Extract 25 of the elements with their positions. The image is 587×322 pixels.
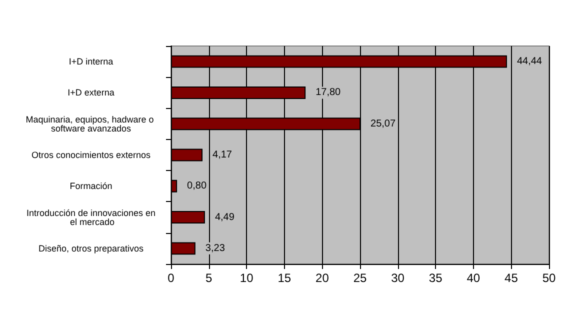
x-tick-label: 15 <box>278 271 292 285</box>
x-tick-label: 20 <box>316 271 330 285</box>
x-tick-label: 50 <box>542 271 556 285</box>
y-tick-label: Introducción de innovaciones en el mercado <box>26 208 156 227</box>
data-label: 44,44 <box>516 56 542 68</box>
y-tick-label: Otros conocimientos externos <box>31 150 152 160</box>
data-label: 17,80 <box>316 87 342 98</box>
y-tick-label: Diseño, otros preparativos <box>38 243 144 254</box>
x-tick-label: 10 <box>240 271 254 285</box>
data-label: 4,49 <box>214 212 235 223</box>
data-label: 4,17 <box>212 150 232 160</box>
y-tick-label: Maquinaria, equipos, hadware o software avanzados <box>26 114 156 134</box>
x-tick-label: 45 <box>504 271 518 285</box>
x-tick-label: 0 <box>168 271 175 285</box>
y-tick-label: I+D interna <box>68 56 114 67</box>
data-label: 0,80 <box>187 180 207 192</box>
x-tick-label: 35 <box>428 271 443 285</box>
x-tick-label: 5 <box>205 271 212 285</box>
data-label: 3,23 <box>205 242 226 254</box>
data-label: 25,07 <box>370 118 396 130</box>
y-tick-label: I+D externa <box>68 88 114 98</box>
y-tick-label: Formación <box>70 181 112 192</box>
x-tick-label: 30 <box>391 271 405 285</box>
x-tick-label: 40 <box>466 271 480 285</box>
x-tick-label: 25 <box>353 271 367 285</box>
